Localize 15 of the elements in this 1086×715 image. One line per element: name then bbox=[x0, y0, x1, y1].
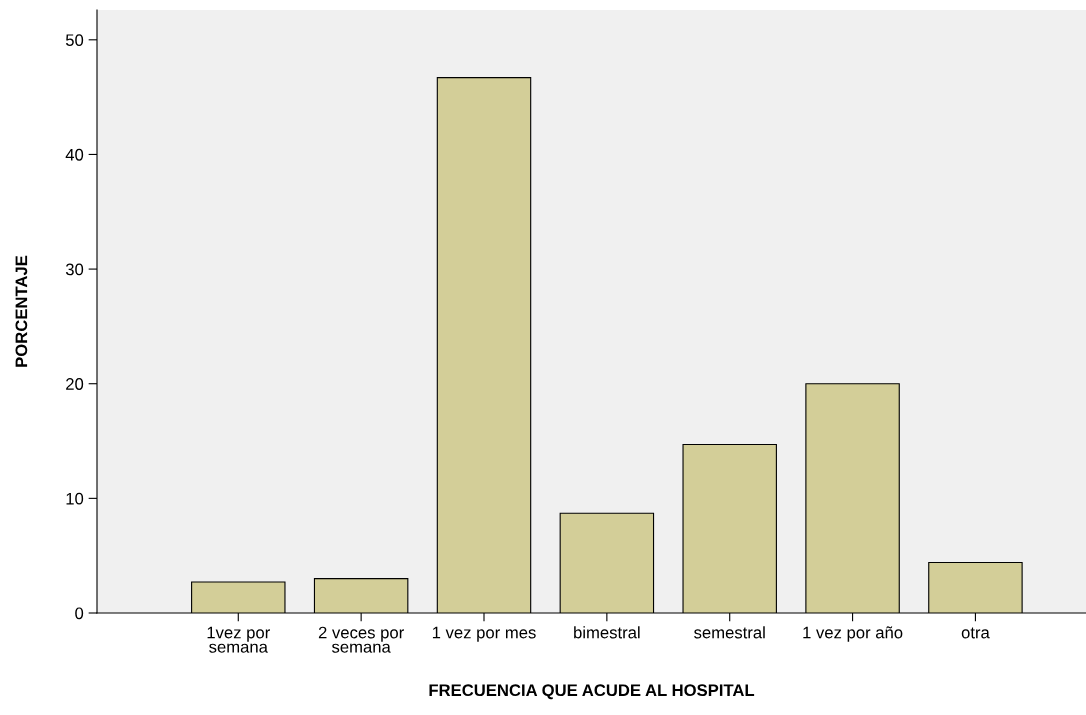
x-tick-label: semestral bbox=[694, 626, 765, 639]
x-tick-label: 1 vez por mes bbox=[432, 626, 536, 642]
x-tick-label: 1 vez por año bbox=[803, 626, 903, 642]
y-tick-label: 50 bbox=[65, 34, 84, 47]
x-tick-label: 2 veces por semana bbox=[318, 626, 404, 653]
x-axis-title: FRECUENCIA QUE ACUDE AL HOSPITAL bbox=[429, 684, 755, 700]
y-tick-label: 20 bbox=[66, 378, 84, 390]
y-tick-label: 30 bbox=[65, 263, 84, 276]
y-tick-label: 40 bbox=[65, 148, 84, 161]
y-tick-label: 0 bbox=[75, 607, 84, 620]
y-tick-label: 10 bbox=[66, 492, 84, 505]
x-tick-label: 1vez por semana bbox=[207, 626, 270, 653]
x-tick-label: otra bbox=[961, 627, 990, 639]
y-axis-title: PORCENTAJE bbox=[15, 255, 28, 367]
x-tick-label: bimestral bbox=[574, 626, 640, 639]
